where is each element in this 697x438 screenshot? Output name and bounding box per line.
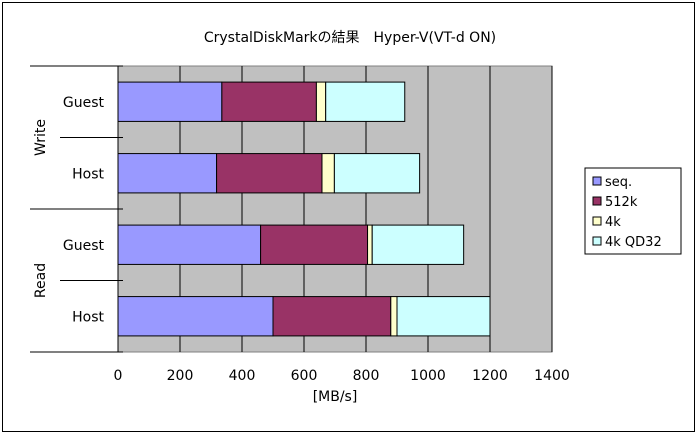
- bar-segment: [117, 153, 218, 194]
- bar-segment: [117, 224, 262, 265]
- category-label: Guest: [63, 238, 105, 254]
- x-tick-label: 1400: [534, 368, 570, 384]
- category-label: Host: [72, 309, 104, 325]
- legend-label: seq.: [605, 175, 632, 190]
- bar-segment: [117, 81, 223, 122]
- bar-segment: [272, 296, 392, 337]
- bar-segment: [333, 153, 421, 194]
- chart-title: CrystalDiskMarkの結果 Hyper-V(VT-d ON): [204, 30, 496, 46]
- bar-segment: [315, 81, 327, 122]
- legend-label: 4k: [605, 215, 621, 230]
- bars: [117, 81, 491, 337]
- legend-label: 512k: [605, 195, 638, 210]
- category-label: Host: [72, 166, 104, 182]
- x-tick-label: 400: [229, 368, 256, 384]
- x-tick-label: 1000: [410, 368, 446, 384]
- bar-segment: [325, 81, 406, 122]
- x-tick-labels: 0 200 400 600 800 1000 1200 1400: [114, 368, 570, 384]
- category-axis: Write Guest Host Read Guest Host: [30, 65, 123, 353]
- legend-label: 4k QD32: [605, 235, 662, 250]
- bar-segment: [221, 81, 317, 122]
- bar-segment: [371, 224, 465, 265]
- bar-segment: [216, 153, 323, 194]
- x-tick-label: 800: [353, 368, 380, 384]
- group-label: Read: [33, 263, 49, 298]
- legend-swatch: [592, 236, 602, 246]
- legend-swatch: [592, 196, 602, 206]
- bar-segment: [367, 224, 373, 265]
- bar-segment: [390, 296, 398, 337]
- x-axis-label: [MB/s]: [313, 389, 358, 405]
- bar-segment: [396, 296, 491, 337]
- legend-swatch: [592, 176, 602, 186]
- x-tick-label: 0: [114, 368, 123, 384]
- group-label: Write: [33, 119, 49, 156]
- legend: seq. 512k 4k 4k QD32: [584, 167, 682, 255]
- bar-segment: [117, 296, 274, 337]
- category-label: Guest: [63, 95, 105, 111]
- bar-segment: [260, 224, 369, 265]
- x-tick-label: 1200: [472, 368, 508, 384]
- x-tick-label: 600: [291, 368, 318, 384]
- x-tick-label: 200: [167, 368, 194, 384]
- bar-segment: [321, 153, 335, 194]
- legend-swatch: [592, 216, 602, 226]
